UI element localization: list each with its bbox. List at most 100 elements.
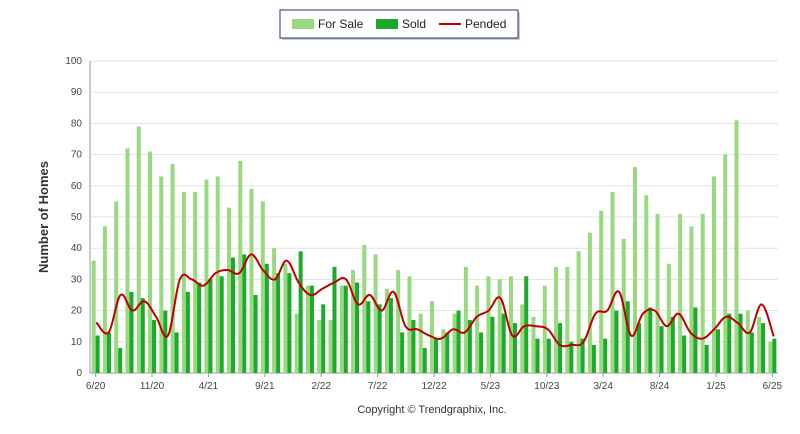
bar-sold xyxy=(682,335,687,373)
bar-for-sale xyxy=(520,304,525,373)
bar-sold xyxy=(253,295,258,373)
bar-sold xyxy=(591,344,596,373)
bar-sold xyxy=(456,310,461,373)
bar-for-sale xyxy=(508,276,513,373)
legend-label-pended: Pended xyxy=(465,17,506,31)
bar-for-sale xyxy=(91,260,96,373)
bar-for-sale xyxy=(181,192,186,373)
bar-sold xyxy=(343,285,348,373)
legend-box xyxy=(279,9,519,39)
bar-sold xyxy=(569,341,574,373)
bar-sold xyxy=(535,338,540,373)
bar-sold xyxy=(715,329,720,373)
bar-for-sale xyxy=(339,285,344,373)
y-tick-label: 50 xyxy=(71,212,83,223)
bar-sold xyxy=(422,348,427,373)
x-tick-label: 10/23 xyxy=(534,381,559,392)
bar-sold xyxy=(467,319,472,373)
bar-for-sale xyxy=(136,126,141,374)
bar-sold xyxy=(625,301,630,373)
bar-for-sale xyxy=(328,319,333,373)
bar-for-sale xyxy=(260,201,265,373)
bar-for-sale xyxy=(723,154,728,373)
x-tick-label: 12/22 xyxy=(421,381,446,392)
bar-sold xyxy=(174,332,179,373)
bar-for-sale xyxy=(362,245,367,373)
x-tick-labels: 6/20 11/20 4/21 9/21 2/22 7/22 12/22 5/23 10/23 3… xyxy=(86,373,783,392)
bar-sold xyxy=(197,282,202,373)
y-tick-label: 60 xyxy=(71,181,83,192)
bar-for-sale xyxy=(148,151,153,373)
bar-for-sale xyxy=(204,179,209,373)
bar-sold xyxy=(163,310,168,373)
bar-for-sale xyxy=(610,192,615,373)
copyright-text: Copyright © Trendgraphix, Inc. xyxy=(357,404,506,416)
y-tick-label: 90 xyxy=(71,87,83,98)
bar-for-sale xyxy=(441,329,446,373)
bar-sold xyxy=(140,298,145,373)
bar-for-sale xyxy=(407,276,412,373)
bar-for-sale xyxy=(655,213,660,373)
bar-sold xyxy=(637,323,642,373)
legend-swatch-sold xyxy=(376,19,398,29)
legend-swatch-for-sale xyxy=(292,19,314,29)
pended-line-group xyxy=(95,253,775,348)
bar-for-sale xyxy=(689,226,694,373)
bar-sold xyxy=(95,335,100,373)
y-tick-label: 30 xyxy=(71,274,83,285)
bar-for-sale xyxy=(711,176,716,373)
bar-for-sale xyxy=(554,266,559,373)
bar-for-sale xyxy=(215,176,220,373)
bar-for-sale xyxy=(587,232,592,373)
bar-for-sale xyxy=(542,285,547,373)
bar-for-sale xyxy=(283,263,288,373)
bar-sold xyxy=(738,313,743,373)
bar-for-sale xyxy=(678,213,683,373)
bar-sold xyxy=(727,313,732,373)
bar-sold xyxy=(614,310,619,373)
bar-for-sale xyxy=(565,266,570,373)
bar-sold xyxy=(580,338,585,373)
bar-for-sale xyxy=(700,213,705,373)
x-tick-label: 5/23 xyxy=(481,381,501,392)
bar-for-sale xyxy=(305,285,310,373)
bar-for-sale xyxy=(170,163,175,373)
bar-sold xyxy=(479,332,484,373)
bar-for-sale xyxy=(114,201,119,373)
bar-sold xyxy=(152,319,157,373)
bar-sold xyxy=(276,273,281,373)
bar-for-sale xyxy=(734,120,739,373)
bar-sold xyxy=(512,323,517,373)
bar-sold xyxy=(749,332,754,373)
bar-sold xyxy=(411,319,416,373)
y-tick-labels: 0 10 20 30 40 50 60 70 80 90 100 xyxy=(65,56,82,379)
bar-for-sale xyxy=(238,160,243,373)
bar-sold xyxy=(659,326,664,373)
bar-for-sale xyxy=(633,167,638,373)
y-tick-label: 40 xyxy=(71,243,83,254)
bar-for-sale xyxy=(418,313,423,373)
bar-for-sale xyxy=(452,313,457,373)
bar-sold xyxy=(366,301,371,373)
bar-for-sale xyxy=(757,316,762,373)
bar-sold xyxy=(185,291,190,373)
bar-for-sale xyxy=(666,263,671,373)
legend-label-for-sale: For Sale xyxy=(318,17,364,31)
bar-sold xyxy=(118,348,123,373)
bar-sold xyxy=(321,304,326,373)
x-tick-label: 8/24 xyxy=(650,381,670,392)
bar-for-sale xyxy=(294,313,299,373)
y-tick-label: 0 xyxy=(76,368,82,379)
y-tick-label: 70 xyxy=(71,150,83,161)
bar-for-sale xyxy=(745,310,750,373)
x-tick-label: 11/20 xyxy=(140,381,165,392)
y-tick-label: 20 xyxy=(71,306,83,317)
bar-sold xyxy=(355,282,360,373)
x-tick-label: 9/21 xyxy=(255,381,275,392)
bar-sold xyxy=(377,304,382,373)
bar-sold xyxy=(264,263,269,373)
legend: For Sale Sold Pended xyxy=(279,9,520,40)
bar-sold xyxy=(400,332,405,373)
bar-sold xyxy=(298,251,303,373)
